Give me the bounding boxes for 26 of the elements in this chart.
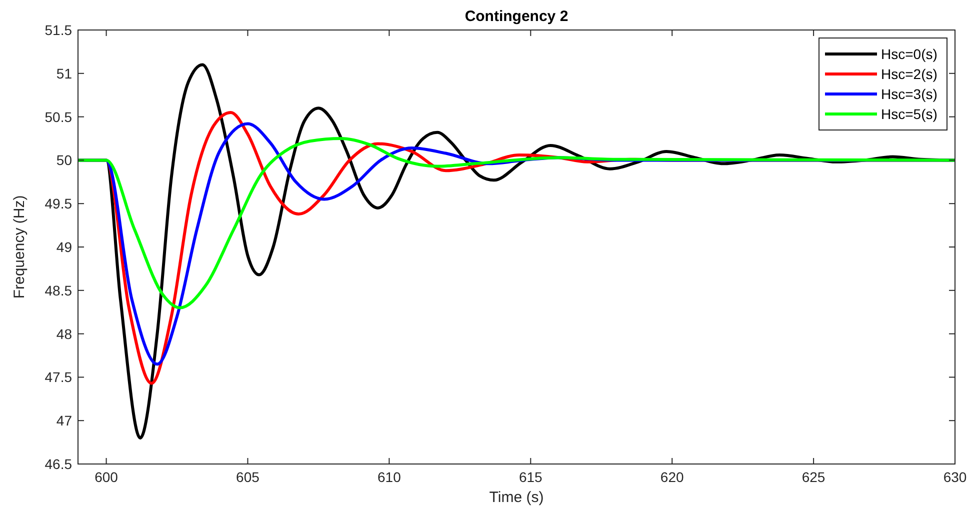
legend-label: Hsc=0(s) — [881, 46, 938, 62]
legend-label: Hsc=3(s) — [881, 86, 938, 102]
line-series — [78, 137, 955, 310]
y-tick-label: 48.5 — [44, 282, 72, 298]
y-tick-label: 49.5 — [44, 196, 72, 212]
y-tick-label: 49 — [56, 239, 72, 255]
x-axis-title: Time (s) — [489, 489, 544, 506]
legend-label: Hsc=5(s) — [881, 106, 938, 122]
x-tick-label: 600 — [94, 469, 118, 485]
y-tick-label: 48 — [56, 326, 72, 342]
x-tick-label: 610 — [378, 469, 402, 485]
x-tick-label: 605 — [236, 469, 260, 485]
x-tick-label: 630 — [943, 469, 967, 485]
x-tick-label: 615 — [518, 469, 543, 485]
y-tick-label: 46.5 — [44, 456, 72, 472]
legend-label: Hsc=2(s) — [881, 66, 938, 82]
x-tick-label: 625 — [802, 469, 826, 485]
y-tick-label: 50 — [56, 152, 72, 168]
y-tick-label: 51 — [56, 65, 72, 82]
y-tick-label: 47.5 — [44, 369, 72, 386]
y-axis-title: Frequency (Hz) — [11, 195, 28, 299]
y-tick-label: 51.5 — [44, 22, 72, 38]
y-tick-label: 47 — [56, 412, 72, 429]
y-tick-label: 50.5 — [44, 108, 72, 125]
chart-title: Contingency 2 — [464, 8, 568, 25]
x-tick-label: 620 — [660, 469, 684, 485]
